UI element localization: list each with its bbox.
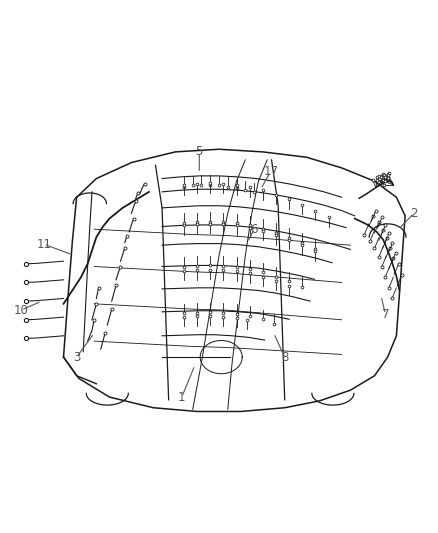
Text: 17: 17 <box>263 165 278 178</box>
Text: 8: 8 <box>281 351 288 364</box>
Text: 11: 11 <box>36 238 51 251</box>
Text: 2: 2 <box>410 207 418 220</box>
Text: 1: 1 <box>178 391 186 403</box>
Text: 7: 7 <box>381 308 389 321</box>
Text: 3: 3 <box>73 351 80 364</box>
Text: 5: 5 <box>196 146 203 158</box>
Text: 10: 10 <box>14 304 28 317</box>
Text: 6: 6 <box>250 223 258 236</box>
